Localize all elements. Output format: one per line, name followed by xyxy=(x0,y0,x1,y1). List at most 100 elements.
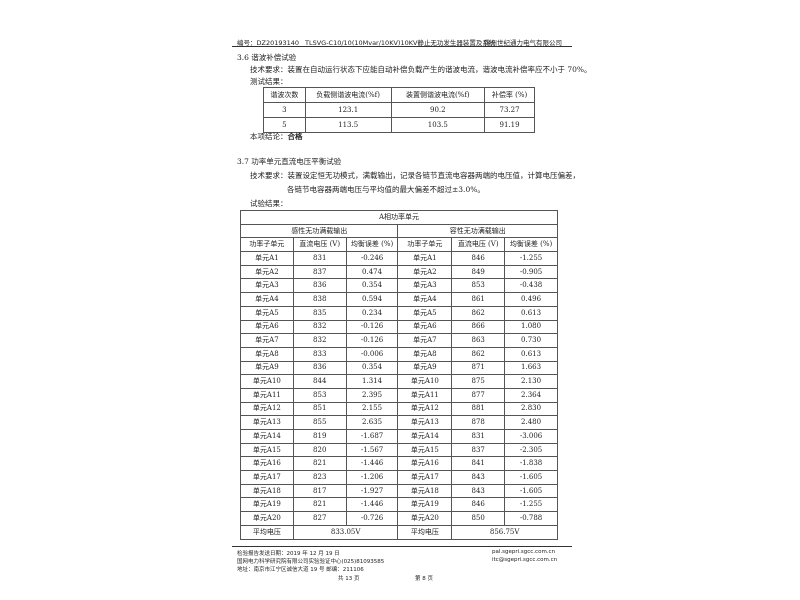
cell: 91.19 xyxy=(484,117,535,133)
column-header: 功率子单元 xyxy=(240,237,294,253)
cell: 841 xyxy=(451,456,506,472)
header-divider xyxy=(232,46,572,47)
cell: 851 xyxy=(292,401,347,417)
group-capacitive: 容性无功满载输出 xyxy=(397,223,558,239)
header-cell: 补偿率 (%) xyxy=(484,87,535,103)
table-row: 3 123.1 90.2 73.27 xyxy=(263,102,535,118)
cell: 2.364 xyxy=(504,387,558,403)
cell: 844 xyxy=(292,374,347,389)
table-row: 单元A14 819 -1.687 单元A14 831 -3.006 xyxy=(240,429,558,444)
website-link[interactable]: pal.sgepri.sgcc.com.cn xyxy=(492,549,556,555)
table-row: 单元A13 855 2.635 单元A13 878 2.480 xyxy=(240,415,558,430)
cell: 846 xyxy=(451,251,506,266)
average-row: 平均电压 833.05V 平均电压 856.75V xyxy=(240,524,558,540)
voltage-balance-table: A相功率单元 感性无功满载输出 容性无功满载输出 功率子单元 直流电压 (V) 均衡误… xyxy=(239,210,558,540)
cell: 0.613 xyxy=(504,305,558,321)
cell: 843 xyxy=(451,470,506,485)
cell: -0.905 xyxy=(504,264,558,280)
cell: -1.687 xyxy=(345,429,399,444)
cell: -1.446 xyxy=(345,497,399,513)
cell: 817 xyxy=(292,483,347,499)
average-cell: 856.75V xyxy=(451,524,558,540)
group-header-row: 感性无功满载输出 容性无功满载输出 xyxy=(239,223,558,239)
cell: 850 xyxy=(451,511,506,526)
cell: 866 xyxy=(451,319,506,335)
cell: 2.830 xyxy=(504,401,558,417)
cell: 单元A2 xyxy=(397,264,453,280)
cell: 2.395 xyxy=(345,387,399,403)
cell: -0.788 xyxy=(504,511,558,526)
cell: -0.726 xyxy=(345,511,399,526)
page-number: 第 8 页 xyxy=(415,576,433,582)
cell: 3 xyxy=(263,102,306,118)
cell: 0.594 xyxy=(345,292,399,307)
cell: 835 xyxy=(292,305,347,321)
cell: 单元A14 xyxy=(397,429,453,444)
group-inductive: 感性无功满载输出 xyxy=(239,223,399,239)
cell: 827 xyxy=(292,511,347,526)
cell: -1.206 xyxy=(345,470,399,485)
table-row: 单元A20 827 -0.726 单元A20 850 -0.788 xyxy=(240,511,558,526)
section-3-6-result-label: 测试结果： xyxy=(250,77,288,86)
cell: -1.605 xyxy=(504,483,558,499)
email-link[interactable]: itc@sgepri.sgcc.com.cn xyxy=(492,557,558,563)
table-row: 单元A17 823 -1.206 单元A17 843 -1.605 xyxy=(240,470,558,485)
table-row: 单元A5 835 0.234 单元A5 862 0.613 xyxy=(240,305,558,321)
cell: 单元A4 xyxy=(397,292,453,307)
cell: 单元A10 xyxy=(397,374,453,389)
header-cell: 负载侧谐波电流(%f) xyxy=(304,87,392,103)
cell: 73.27 xyxy=(484,102,535,118)
section-3-7-requirement: 技术要求：装置设定恒无功模式，满载输出，记录各链节直流电容器两端的电压值，计算电… xyxy=(250,171,580,180)
cell: 单元A3 xyxy=(240,278,294,294)
table-row: 单元A2 837 0.474 单元A2 849 -0.905 xyxy=(240,264,558,280)
table-row: 单元A16 821 -1.446 单元A16 841 -1.838 xyxy=(240,456,558,472)
cell: 831 xyxy=(451,429,506,444)
cell: 821 xyxy=(292,497,347,513)
cell: 819 xyxy=(292,429,347,444)
address: 地址：南京市江宁区诚信大道 19 号 邮编：211106 xyxy=(237,567,364,573)
cell: 单元A20 xyxy=(397,511,453,526)
harmonic-table: 谐波次数 负载侧谐波电流(%f) 装置侧谐波电流(%f) 补偿率 (%) 3 123.1… xyxy=(263,87,535,133)
footer-divider xyxy=(232,546,572,547)
cell: 单元A6 xyxy=(397,319,453,335)
cell: 5 xyxy=(263,117,306,133)
conclusion: 本项结论：合格 xyxy=(250,131,303,142)
cell: -1.605 xyxy=(504,470,558,485)
table-row: 单元A18 817 -1.927 单元A18 843 -1.605 xyxy=(240,483,558,499)
table-title: A相功率单元 xyxy=(240,210,558,225)
cell: 90.2 xyxy=(390,102,486,118)
cell: 853 xyxy=(292,387,347,403)
cell: -2.305 xyxy=(504,442,558,458)
cell: -1.255 xyxy=(504,497,558,513)
cell: 单元A19 xyxy=(240,497,294,513)
column-header: 直流电压 (V) xyxy=(451,237,506,253)
column-header: 直流电压 (V) xyxy=(292,237,347,253)
cell: 单元A13 xyxy=(397,415,453,430)
cell: 831 xyxy=(292,251,347,266)
cell: 1.080 xyxy=(504,319,558,335)
cell: 832 xyxy=(292,319,347,335)
cell: 837 xyxy=(292,264,347,280)
table-row: 5 113.5 103.5 91.19 xyxy=(263,117,535,133)
cell: 单元A10 xyxy=(240,374,294,389)
table-row: 单元A9 836 0.354 单元A9 871 1.663 xyxy=(240,360,558,376)
table-row: 单元A7 832 -0.126 单元A7 863 0.730 xyxy=(240,333,558,348)
cell: -1.255 xyxy=(504,251,558,266)
cell: 单元A15 xyxy=(397,442,453,458)
cell: -3.006 xyxy=(504,429,558,444)
column-header: 均衡误差 (%) xyxy=(504,237,558,253)
cell: 832 xyxy=(292,333,347,348)
cell: 单元A8 xyxy=(240,346,294,362)
section-3-7-title: 3.7 功率单元直流电压平衡试验 xyxy=(237,157,342,166)
section-3-6-title: 3.6 谐波补偿试验 xyxy=(237,53,297,62)
cell: 0.474 xyxy=(345,264,399,280)
cell: 846 xyxy=(451,497,506,513)
cell: 0.496 xyxy=(504,292,558,307)
cell: 2.635 xyxy=(345,415,399,430)
table-title-row: A相功率单元 xyxy=(240,210,558,225)
average-cell: 平均电压 xyxy=(397,524,453,540)
cell: 单元A2 xyxy=(240,264,294,280)
report-number: 编号：DZ20193140 xyxy=(237,39,300,47)
cell: 单元A17 xyxy=(397,470,453,485)
cell: 2.480 xyxy=(504,415,558,430)
